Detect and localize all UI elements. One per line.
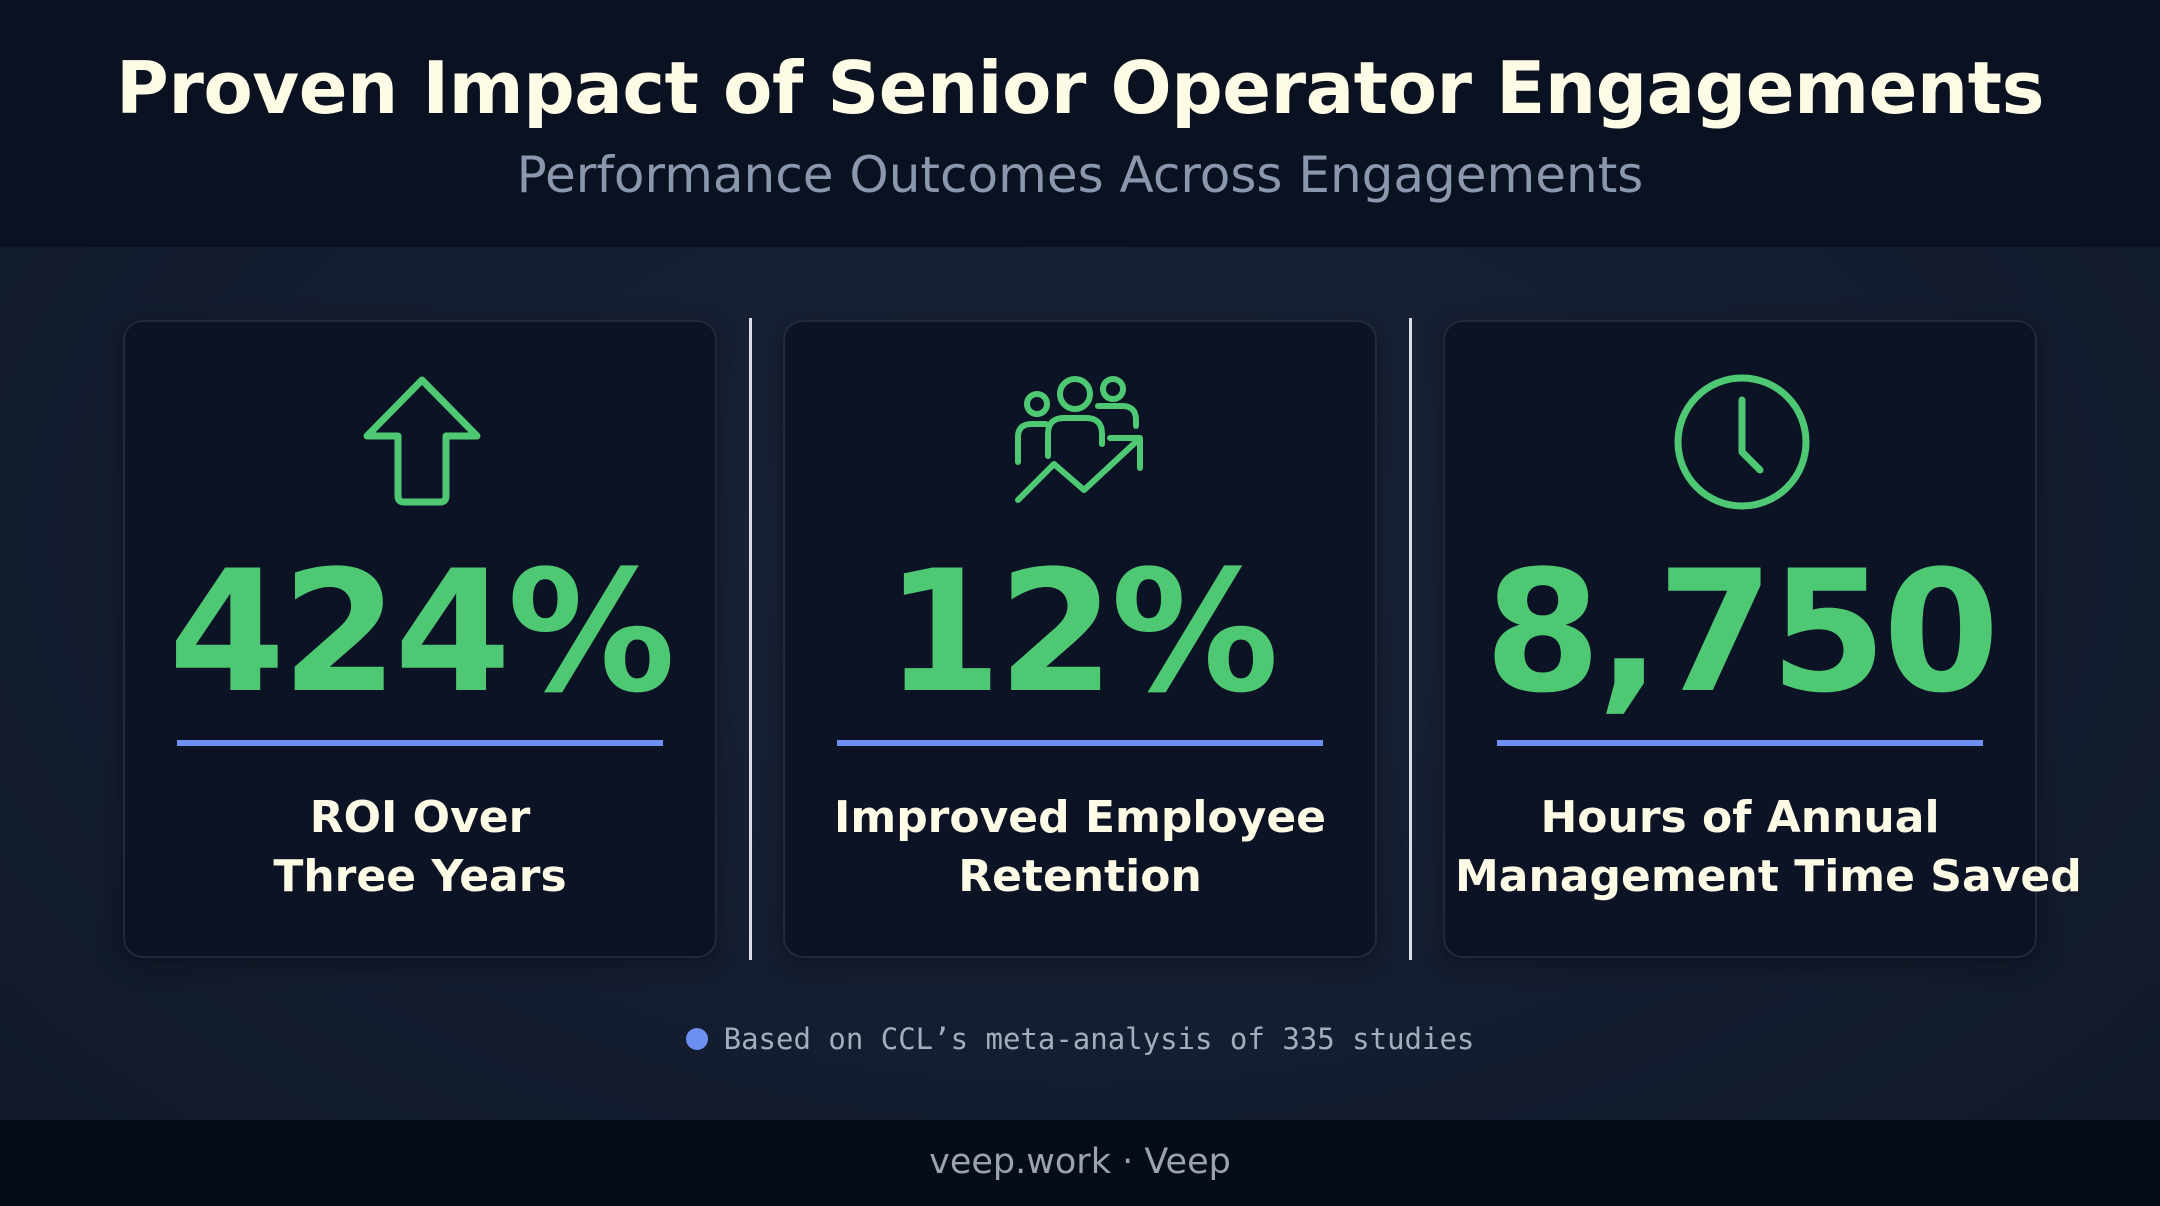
metric-label: Hours of Annual Management Time Saved	[1455, 788, 2082, 906]
metric-card-retention: 12% Improved Employee Retention	[783, 320, 1377, 958]
metric-value: 12%	[884, 534, 1279, 730]
footnote: Based on CCL’s meta-analysis of 335 stud…	[0, 1016, 2160, 1062]
metric-label-line: Retention	[958, 851, 1202, 902]
metric-label-line: Three Years	[273, 851, 567, 902]
metric-divider-rule	[177, 740, 663, 746]
metric-label-line: Improved Employee	[833, 792, 1327, 843]
metric-label-line: Hours of Annual	[1540, 792, 1940, 843]
vertical-divider	[749, 318, 752, 960]
team-growth-icon	[1015, 376, 1143, 503]
clock-icon	[1674, 374, 1810, 510]
metric-value: 8,750	[1484, 534, 1999, 730]
footer-text: veep.work · Veep	[929, 1142, 1231, 1182]
metric-label: ROI Over Three Years	[135, 788, 705, 906]
page-subtitle: Performance Outcomes Across Engagements	[516, 146, 1644, 204]
header-band	[0, 0, 2160, 247]
metric-label: Improved Employee Retention	[795, 788, 1365, 906]
metric-card-roi: 424% ROI Over Three Years	[123, 320, 717, 958]
bullet-dot-icon	[685, 1028, 708, 1050]
vertical-divider	[1409, 318, 1412, 960]
metric-divider-rule	[1497, 740, 1983, 746]
metric-value: 424%	[168, 534, 675, 730]
footnote-text: Based on CCL’s meta-analysis of 335 stud…	[723, 1022, 1475, 1056]
metric-divider-rule	[837, 740, 1323, 746]
page-title: Proven Impact of Senior Operator Engagem…	[116, 46, 2044, 130]
arrow-up-icon	[363, 376, 481, 506]
metric-label-line: ROI Over	[309, 792, 531, 843]
footer-band	[0, 1120, 2160, 1206]
metric-label-line: Management Time Saved	[1455, 851, 2082, 902]
metric-card-time-saved: 8,750 Hours of Annual Management Time Sa…	[1443, 320, 2082, 958]
